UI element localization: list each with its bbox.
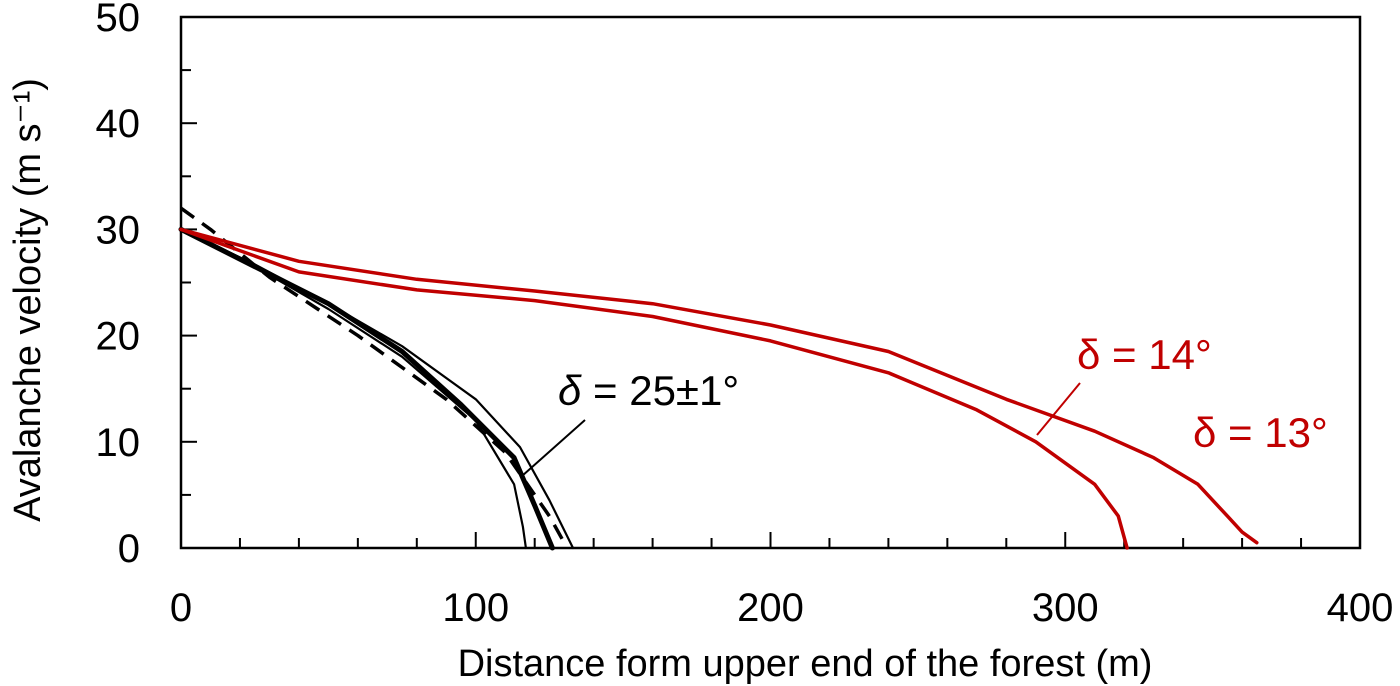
series-line-4 [179, 206, 566, 544]
x-tick-label: 100 [442, 586, 509, 630]
x-tick-label: 400 [1327, 586, 1394, 630]
x-tick-label: 300 [1032, 586, 1099, 630]
series-line-1 [179, 228, 527, 550]
y-tick-label: 30 [96, 208, 141, 252]
x-axis-title: Distance form upper end of the forest (m… [458, 643, 1153, 685]
y-tick-label: 50 [96, 0, 141, 40]
annotations: δ = 25±1° δ = 14° δ = 13° [521, 331, 1328, 477]
series-line-6 [179, 227, 1259, 545]
annotation-leader-line [521, 419, 586, 477]
y-tick-label: 0 [118, 527, 140, 571]
series-line-5 [179, 227, 1129, 550]
y-tick-label: 10 [96, 421, 141, 465]
axes: 0 100 200 300 400 0 10 20 30 40 50 Distance form up… [7, 0, 1393, 685]
series-group [178, 206, 1259, 551]
y-tick-label: 40 [96, 102, 141, 146]
y-axis-title: Avalanche velocity (m s⁻¹) [7, 78, 49, 522]
annotation-leader-line [1036, 382, 1081, 436]
annotation-delta-14: δ = 14° [1077, 331, 1212, 378]
annotation-delta-symbol: δ [558, 367, 582, 414]
annotation-delta-13: δ = 13° [1193, 409, 1328, 456]
x-tick-label: 0 [170, 586, 192, 630]
annotation-delta-value: = 25±1° [581, 367, 739, 414]
annotation-delta-25: δ = 25±1° [558, 367, 739, 414]
series-line-2 [178, 226, 555, 551]
x-tick-label: 200 [737, 586, 804, 630]
series-line-3 [179, 228, 575, 550]
y-tick-label: 20 [96, 315, 141, 359]
